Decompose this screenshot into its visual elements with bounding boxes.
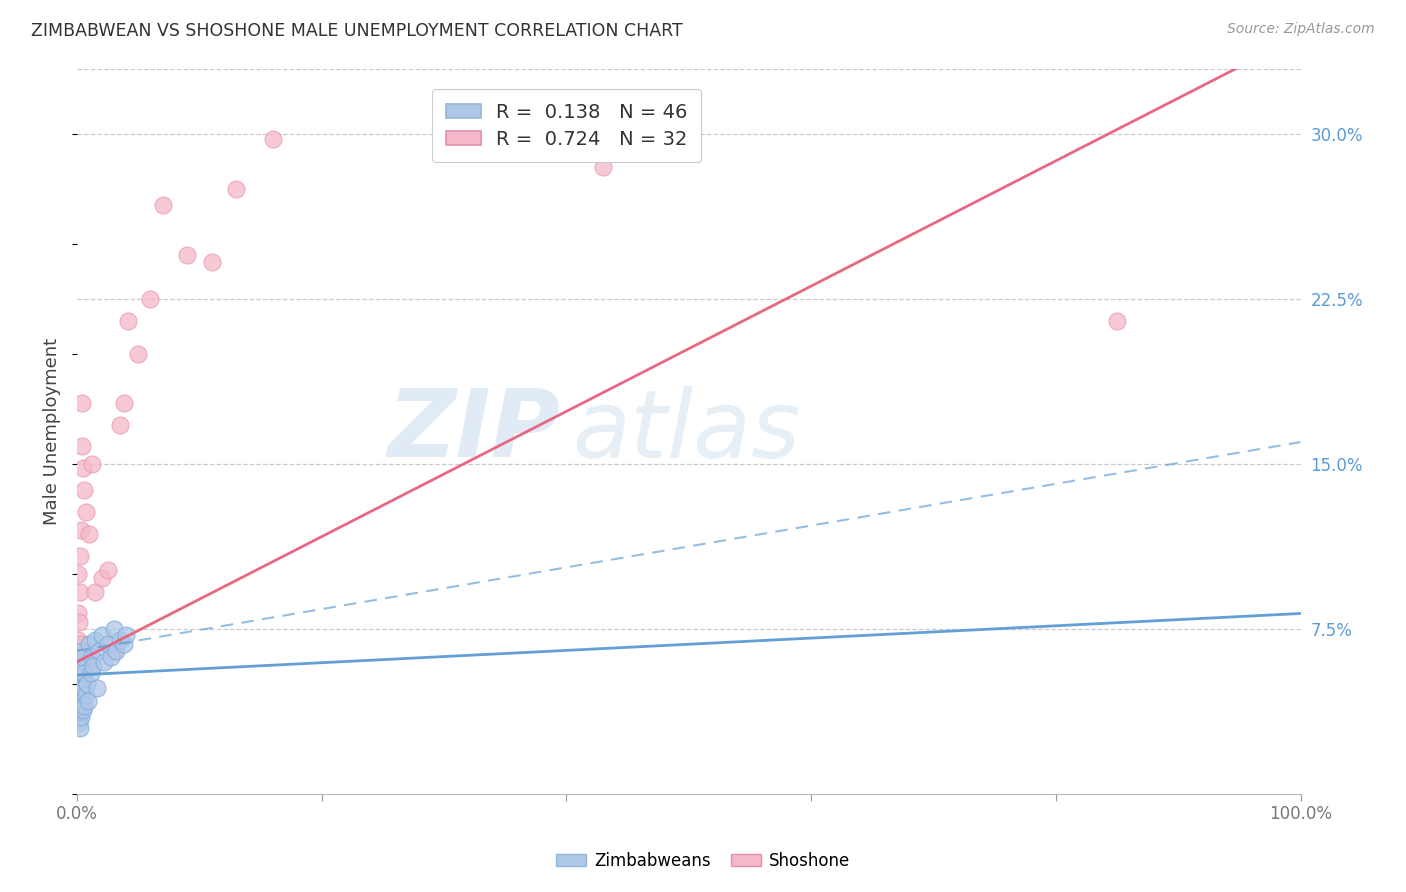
Point (75, 505, 97, 519)
Legend: R =  0.138   N = 46, R =  0.724   N = 32: R = 0.138 N = 46, R = 0.724 N = 32 (432, 89, 702, 162)
Point (103, 644, 125, 658)
Text: ZIP: ZIP (388, 385, 561, 477)
Point (72, 703, 94, 717)
Point (67, 615, 90, 630)
Text: Source: ZipAtlas.com: Source: ZipAtlas.com (1227, 22, 1375, 37)
Point (112, 637, 135, 651)
Point (201, 255, 224, 269)
Point (108, 632, 131, 647)
Point (69, 644, 91, 658)
Point (90, 571, 112, 585)
Point (97, 637, 120, 651)
Point (103, 622, 125, 636)
Point (69, 549, 91, 564)
Point (67, 566, 90, 581)
Y-axis label: Male Unemployment: Male Unemployment (44, 337, 60, 524)
Point (69, 688, 91, 702)
Point (67, 688, 90, 702)
Point (73, 665, 96, 680)
Point (79, 665, 101, 680)
Point (79, 527, 101, 541)
Point (1105, 314, 1128, 328)
Point (84, 584, 107, 599)
Point (105, 644, 128, 658)
Point (67, 716, 90, 731)
Point (592, 161, 614, 175)
Point (90, 628, 112, 642)
Point (225, 182, 247, 196)
Legend: Zimbabweans, Shoshone: Zimbabweans, Shoshone (550, 846, 856, 877)
Point (127, 347, 149, 361)
Point (67, 673, 90, 687)
Point (76, 655, 98, 669)
Point (69, 584, 91, 599)
Point (69, 721, 91, 735)
Point (70, 440, 93, 454)
Point (66, 632, 89, 647)
Text: ZIMBABWEAN VS SHOSHONE MALE UNEMPLOYMENT CORRELATION CHART: ZIMBABWEAN VS SHOSHONE MALE UNEMPLOYMENT… (31, 22, 683, 40)
Point (67, 694, 90, 708)
Point (70, 681, 93, 696)
Point (176, 248, 198, 262)
Point (69, 694, 91, 708)
Point (69, 703, 91, 717)
Point (69, 677, 91, 691)
Point (72, 650, 94, 665)
Point (77, 694, 100, 708)
Point (69, 637, 91, 651)
Point (86, 681, 108, 696)
Point (100, 650, 122, 665)
Point (67, 665, 90, 680)
Point (139, 292, 162, 306)
Point (69, 655, 91, 669)
Point (69, 659, 91, 673)
Point (108, 417, 131, 432)
Point (76, 677, 98, 691)
Point (72, 681, 94, 696)
Point (117, 314, 139, 328)
Point (262, 132, 284, 146)
Point (115, 628, 138, 642)
Point (97, 562, 120, 576)
Point (69, 710, 91, 724)
Point (67, 710, 90, 724)
Point (73, 698, 96, 713)
Text: atlas: atlas (572, 385, 801, 476)
Point (66, 681, 89, 696)
Point (67, 703, 90, 717)
Point (69, 523, 91, 537)
Point (69, 698, 91, 713)
Point (70, 694, 93, 708)
Point (72, 461, 94, 475)
Point (152, 198, 174, 212)
Point (112, 395, 135, 409)
Point (84, 632, 107, 647)
Point (93, 655, 115, 669)
Point (75, 688, 97, 702)
Point (80, 457, 103, 471)
Point (70, 659, 93, 673)
Point (79, 637, 101, 651)
Point (80, 650, 103, 665)
Point (73, 483, 96, 498)
Point (69, 665, 91, 680)
Point (70, 395, 93, 409)
Point (67, 607, 90, 621)
Point (82, 659, 104, 673)
Point (87, 644, 110, 658)
